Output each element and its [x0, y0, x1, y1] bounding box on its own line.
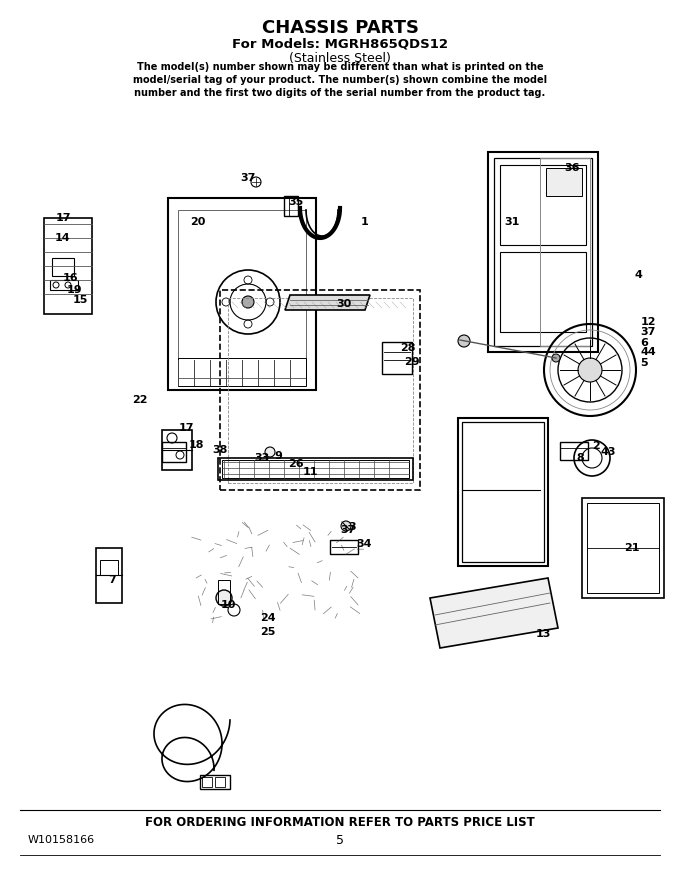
Text: 31: 31	[505, 217, 520, 227]
Text: 11: 11	[302, 467, 318, 477]
Text: 13: 13	[535, 629, 551, 639]
Bar	[500, 252, 586, 332]
Text: 19: 19	[66, 285, 82, 295]
Circle shape	[265, 447, 275, 457]
Text: 30: 30	[337, 299, 352, 309]
Bar	[100, 560, 118, 575]
Bar	[462, 422, 544, 562]
Text: 15: 15	[72, 295, 88, 305]
Polygon shape	[285, 295, 370, 310]
Bar	[218, 458, 413, 480]
Text: 17: 17	[178, 423, 194, 433]
Text: 5: 5	[336, 833, 344, 847]
Text: 22: 22	[132, 395, 148, 405]
Text: 29: 29	[404, 357, 420, 367]
Text: 36: 36	[564, 163, 580, 173]
Bar	[500, 165, 586, 245]
Text: The model(s) number shown may be different than what is printed on the
model/ser: The model(s) number shown may be differe…	[133, 62, 547, 99]
Text: 9: 9	[274, 451, 282, 461]
Bar	[178, 358, 306, 386]
Text: 26: 26	[288, 459, 304, 469]
Bar	[52, 258, 74, 276]
Bar	[50, 280, 78, 290]
Text: 10: 10	[220, 600, 236, 610]
Text: For Models: MGRH865QDS12: For Models: MGRH865QDS12	[232, 38, 448, 50]
Text: W10158166: W10158166	[28, 835, 95, 845]
Bar	[218, 580, 230, 604]
Text: 20: 20	[190, 217, 205, 227]
Text: 5: 5	[640, 358, 648, 368]
Text: 34: 34	[356, 539, 372, 549]
Polygon shape	[430, 578, 558, 648]
Circle shape	[578, 358, 602, 382]
Circle shape	[458, 335, 470, 347]
Bar	[220, 290, 420, 490]
Bar	[178, 210, 306, 378]
Text: 25: 25	[260, 627, 275, 637]
Text: 28: 28	[401, 343, 415, 353]
Bar	[546, 168, 582, 196]
Bar	[200, 775, 230, 789]
Text: FOR ORDERING INFORMATION REFER TO PARTS PRICE LIST: FOR ORDERING INFORMATION REFER TO PARTS …	[145, 816, 535, 828]
Text: 37: 37	[340, 525, 356, 535]
Bar	[96, 548, 122, 603]
Text: 38: 38	[212, 445, 228, 455]
Text: 3: 3	[348, 522, 356, 532]
Bar	[162, 442, 186, 462]
Bar	[215, 777, 225, 787]
Bar	[222, 460, 409, 478]
Circle shape	[242, 296, 254, 308]
Bar	[202, 777, 212, 787]
Bar	[458, 418, 548, 566]
Bar	[168, 198, 316, 390]
Bar	[284, 196, 298, 216]
Bar	[582, 498, 664, 598]
Bar	[540, 158, 590, 346]
Text: 43: 43	[600, 447, 616, 457]
Text: 35: 35	[288, 197, 304, 207]
Text: 37: 37	[641, 327, 656, 337]
Text: 12: 12	[641, 317, 656, 327]
Bar	[494, 158, 592, 346]
Text: 44: 44	[640, 347, 656, 357]
Bar	[560, 442, 588, 460]
Bar	[330, 540, 358, 554]
Text: 33: 33	[254, 453, 270, 463]
Text: 21: 21	[624, 543, 640, 553]
Bar	[382, 342, 412, 374]
Text: 6: 6	[640, 338, 648, 348]
Text: 37: 37	[240, 173, 256, 183]
Text: (Stainless Steel): (Stainless Steel)	[289, 52, 391, 64]
Bar	[44, 218, 92, 314]
Circle shape	[552, 354, 560, 362]
Circle shape	[216, 590, 232, 606]
Bar	[162, 430, 192, 470]
Text: CHASSIS PARTS: CHASSIS PARTS	[262, 19, 418, 37]
Text: 14: 14	[55, 233, 71, 243]
Text: 4: 4	[634, 270, 642, 280]
Text: 1: 1	[361, 217, 369, 227]
Bar	[228, 298, 413, 483]
Text: 8: 8	[576, 453, 584, 463]
Text: 2: 2	[592, 441, 600, 451]
Text: 18: 18	[188, 440, 204, 450]
Circle shape	[341, 521, 351, 531]
Bar	[587, 503, 659, 593]
Text: 17: 17	[55, 213, 71, 223]
Text: 16: 16	[63, 273, 79, 283]
Text: 24: 24	[260, 613, 276, 623]
Bar	[488, 152, 598, 352]
Text: 7: 7	[108, 575, 116, 585]
